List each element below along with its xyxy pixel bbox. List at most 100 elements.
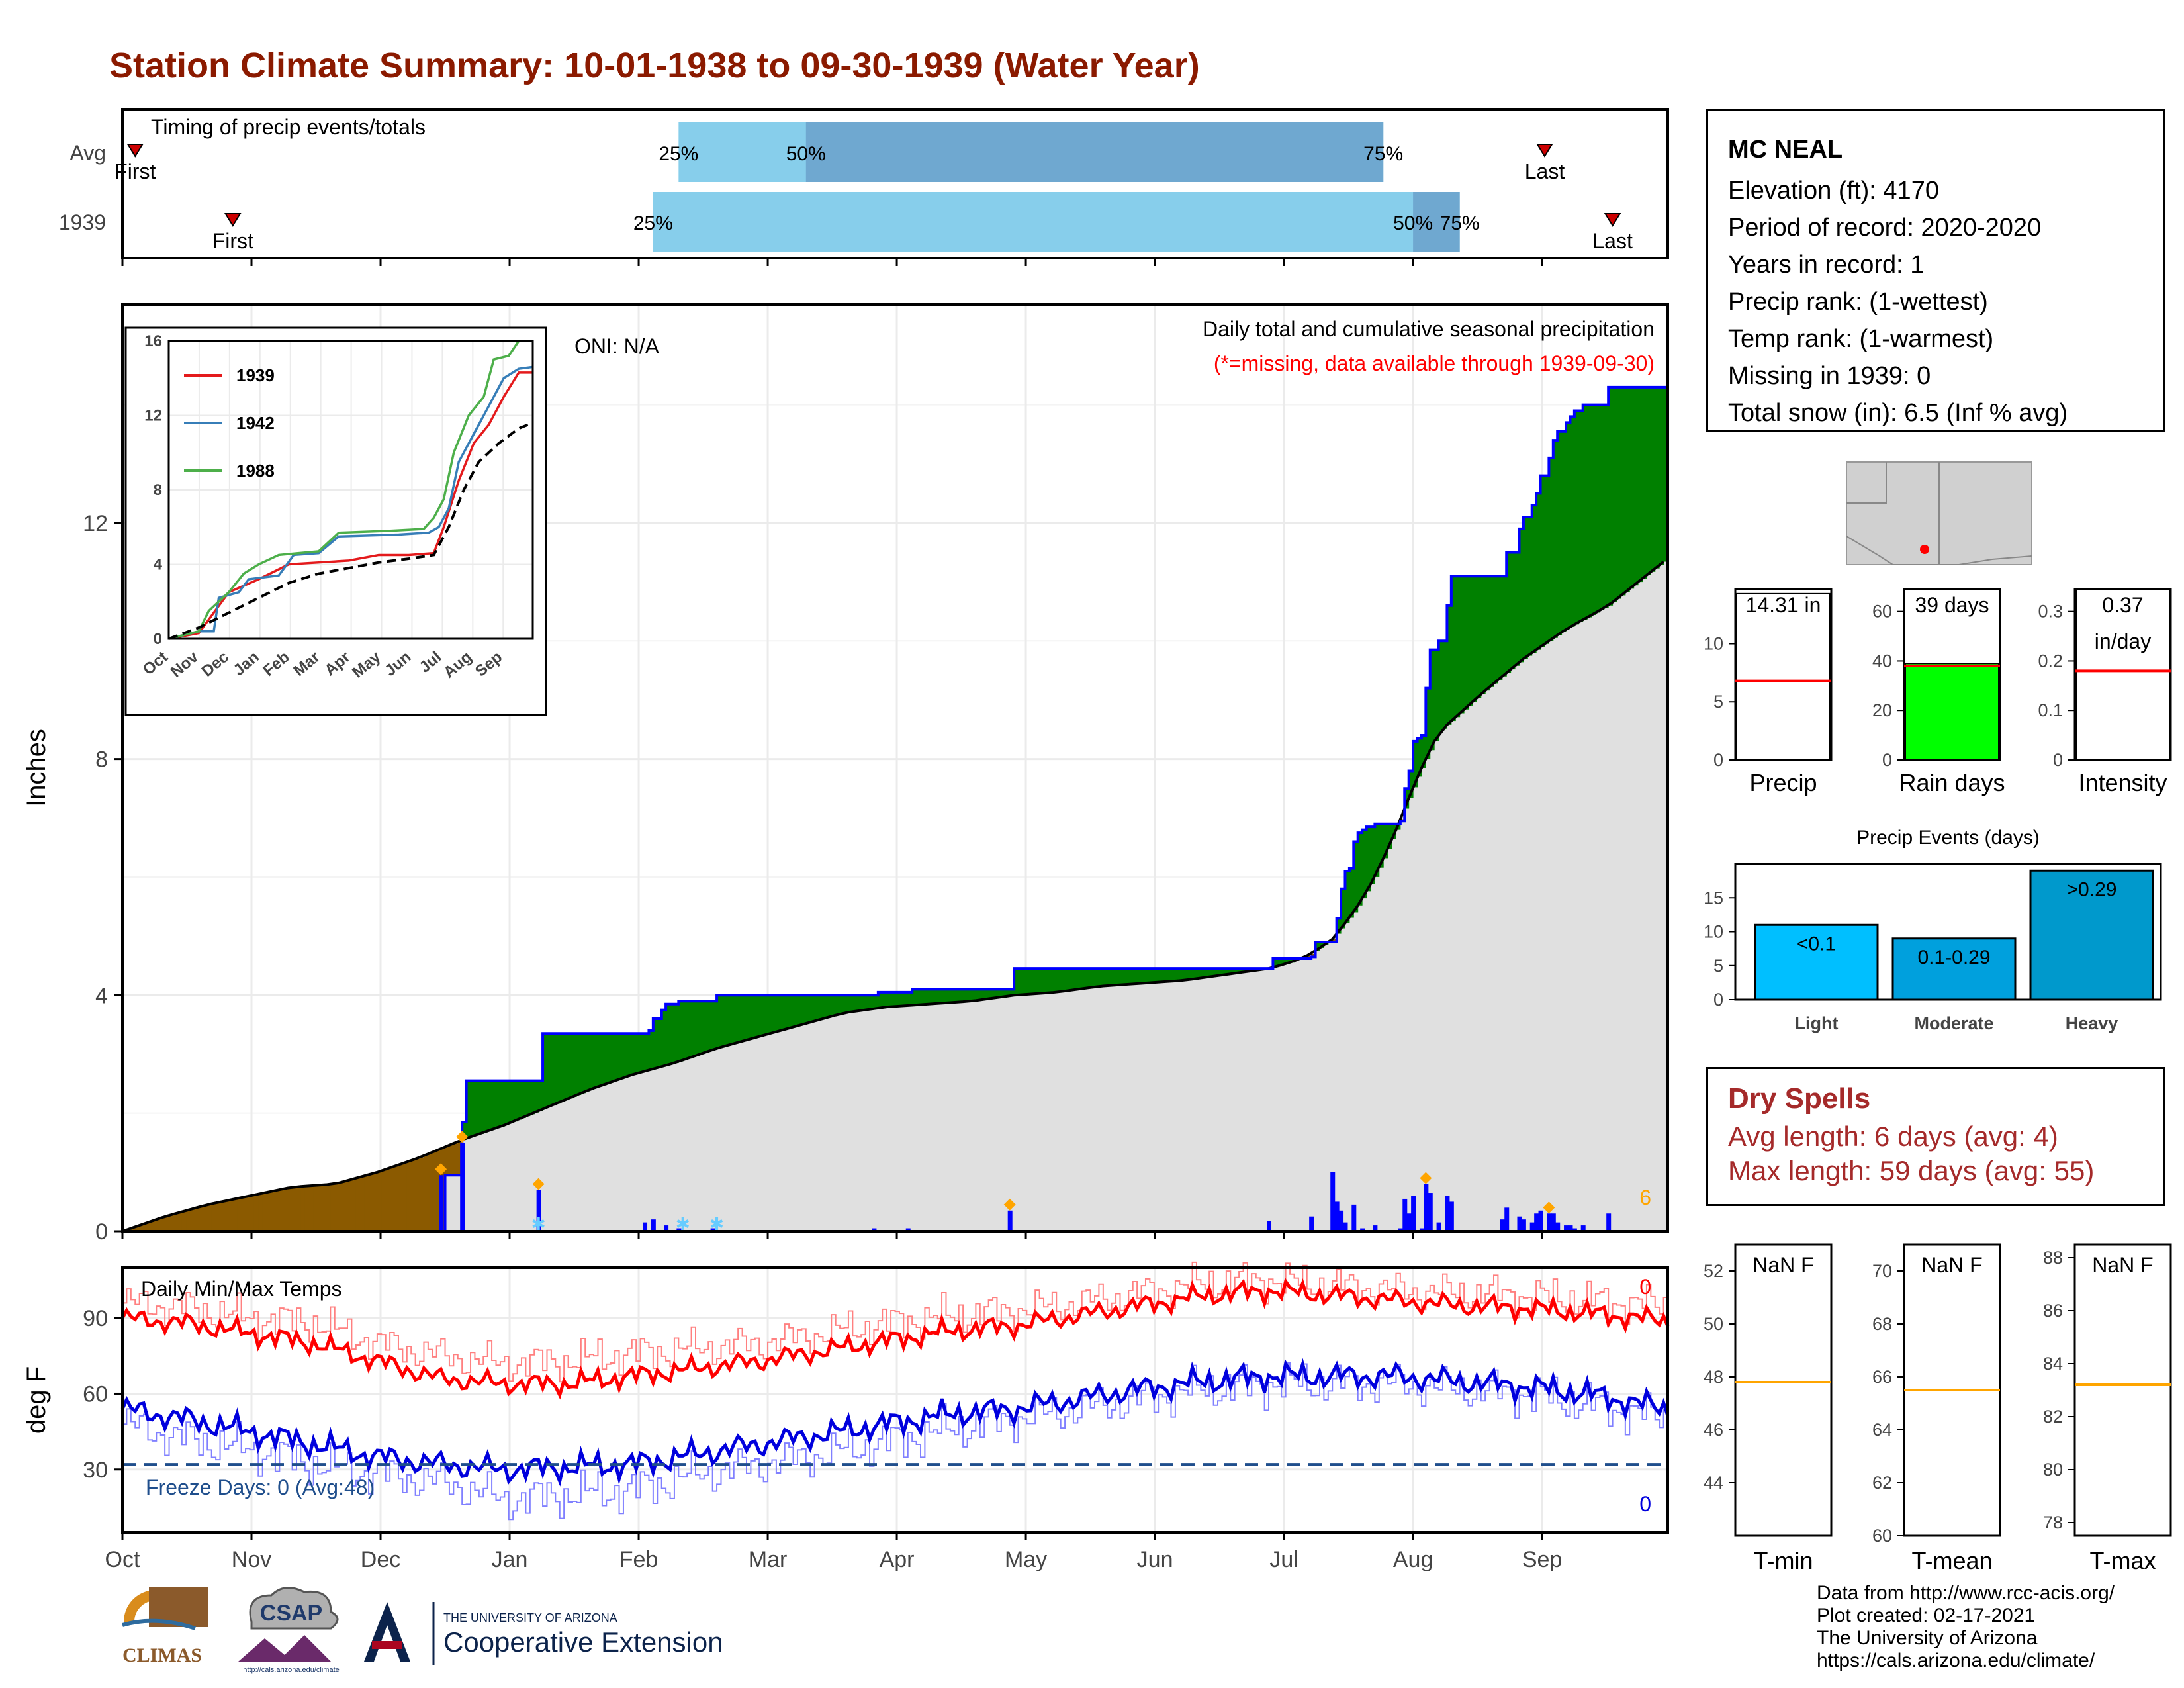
above-avg-fill (763, 995, 768, 1035)
inset-ytick-label: 0 (154, 630, 162, 648)
temp-panel-ytick-label: 62 (1872, 1473, 1892, 1493)
above-avg-fill (1663, 387, 1668, 562)
below-avg-fill (288, 1188, 293, 1231)
above-avg-fill (1073, 968, 1078, 990)
above-avg-fill (1375, 823, 1380, 877)
above-avg-fill (500, 1080, 505, 1127)
above-avg-fill (1464, 576, 1469, 710)
timing-row-label: Avg (69, 141, 106, 165)
temps-month-label: Oct (105, 1547, 140, 1572)
above-avg-fill (742, 995, 747, 1041)
temps-month-label: Nov (232, 1547, 271, 1572)
above-avg-fill (933, 989, 938, 1004)
above-avg-fill (640, 1033, 645, 1073)
below-avg-fill (181, 1211, 187, 1231)
timing-chart: Timing of precip events/totals Avg 1939 25… (59, 108, 1669, 266)
above-avg-fill (797, 995, 802, 1026)
above-avg-fill (746, 995, 751, 1041)
daily-precip-bar (1500, 1219, 1505, 1231)
heavy-event-marker (435, 1163, 447, 1176)
above-avg-fill (861, 995, 866, 1011)
ua-big-text: Cooperative Extension (443, 1626, 723, 1658)
below-avg-fill (322, 1185, 327, 1231)
events-bar (1891, 937, 2017, 1001)
temps-month-label: Apr (880, 1547, 915, 1572)
temps-month-label: May (1005, 1547, 1047, 1572)
above-avg-fill (712, 1001, 717, 1050)
daily-precip-bar (1424, 1184, 1429, 1231)
above-avg-fill (886, 992, 891, 1008)
above-avg-fill (823, 995, 828, 1019)
below-avg-fill (424, 1155, 429, 1231)
temp-panel-ytick-label: 78 (2043, 1513, 2063, 1532)
csap-logo-text: CSAP (260, 1601, 322, 1626)
above-avg-fill (1103, 968, 1108, 986)
ua-small-text: THE UNIVERSITY OF ARIZONA (443, 1611, 617, 1624)
climas-logo: CLIMAS (109, 1582, 215, 1671)
main-ytick-label: 4 (95, 983, 108, 1008)
above-avg-fill (1600, 404, 1605, 610)
small-panel-ytick-label: 0.2 (2038, 651, 2063, 671)
below-avg-fill (339, 1182, 344, 1231)
below-avg-fill (428, 1154, 433, 1231)
below-avg-fill (402, 1163, 408, 1231)
below-avg-fill (130, 1228, 136, 1231)
above-avg-fill (534, 1080, 539, 1113)
snow-marker: ✱ (709, 1214, 724, 1234)
above-avg-fill (1570, 416, 1575, 627)
above-avg-fill (1209, 968, 1214, 977)
above-avg-fill (1612, 387, 1617, 602)
above-avg-fill (835, 995, 841, 1015)
small-panel-ytick-label: 0 (2053, 750, 2063, 770)
above-avg-fill (1052, 968, 1057, 993)
daily-precip-bar (664, 1225, 669, 1231)
below-avg-fill (262, 1193, 267, 1231)
above-avg-fill (780, 995, 786, 1031)
above-avg-fill (513, 1080, 518, 1122)
inset-ytick-label: 8 (154, 481, 162, 499)
below-avg-fill (300, 1186, 306, 1231)
above-avg-fill (971, 989, 976, 1002)
above-avg-fill (1595, 404, 1600, 613)
main-ytick-label: 8 (95, 747, 108, 773)
below-avg-fill (360, 1176, 365, 1231)
above-avg-fill (899, 992, 904, 1006)
above-avg-fill (1145, 968, 1150, 984)
above-avg-fill (1438, 641, 1443, 733)
daily-precip-bar (1517, 1216, 1522, 1231)
above-avg-fill (1167, 968, 1171, 982)
below-avg-fill (385, 1169, 390, 1231)
temp-panel-label: T-mean (1911, 1547, 1992, 1574)
daily-precip-bar (710, 1228, 715, 1231)
below-avg-fill (246, 1196, 250, 1231)
below-avg-fill (334, 1184, 340, 1231)
temps-month-label: Aug (1393, 1547, 1433, 1572)
oni-label: ONI: N/A (574, 334, 660, 358)
below-avg-fill (309, 1186, 314, 1231)
daily-precip-bar (1564, 1225, 1569, 1231)
above-avg-fill (1281, 959, 1287, 965)
heavy-event-marker (456, 1131, 469, 1143)
above-avg-fill (466, 1080, 471, 1139)
above-avg-fill (1044, 968, 1048, 994)
above-avg-fill (1633, 387, 1639, 586)
above-avg-fill (1035, 968, 1040, 994)
small-panel-label: Intensity (2078, 769, 2167, 796)
above-avg-fill (589, 1033, 594, 1090)
daily-precip-bar (1402, 1198, 1408, 1231)
above-avg-fill (733, 995, 739, 1044)
above-avg-fill (827, 995, 832, 1018)
small-panel-value: 14.31 in (1746, 593, 1821, 617)
above-avg-fill (1005, 989, 1011, 997)
above-avg-fill (929, 989, 934, 1004)
above-avg-fill (993, 989, 997, 998)
daily-precip-bar (1529, 1222, 1535, 1231)
above-avg-fill (674, 1004, 679, 1063)
above-avg-fill (1116, 968, 1120, 986)
above-avg-fill (1001, 989, 1006, 997)
events-ytick-label: 15 (1704, 888, 1723, 908)
above-avg-fill (1659, 387, 1664, 565)
max-temp-line (120, 1277, 1670, 1400)
above-avg-fill (814, 995, 819, 1021)
